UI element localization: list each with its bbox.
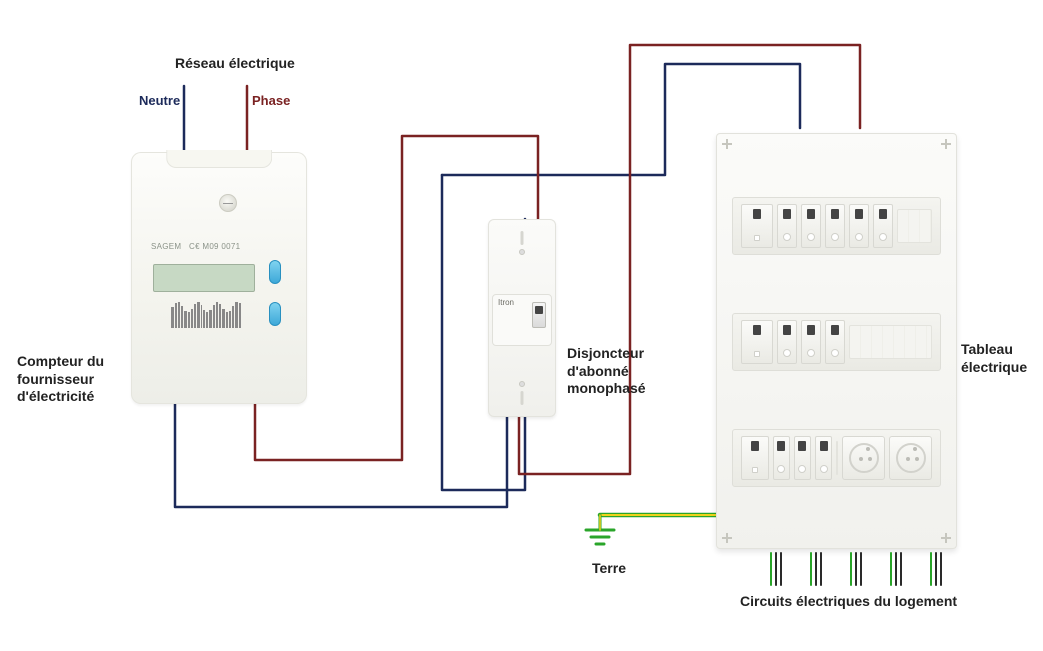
differential-breaker-module	[741, 436, 769, 480]
meter-button-2	[269, 302, 281, 326]
meter-button-1	[269, 260, 281, 284]
breaker-slot-icon	[521, 391, 524, 405]
circuit-breaker-module	[815, 436, 832, 480]
circuit-breaker-module	[825, 320, 845, 364]
circuit-wire-triplet	[810, 552, 824, 586]
circuit-wire-triplet	[850, 552, 864, 586]
circuit-breaker-module	[773, 436, 790, 480]
differential-breaker-module	[741, 204, 773, 248]
main-breaker: Itron	[488, 219, 556, 417]
differential-breaker-module	[741, 320, 773, 364]
circuit-breaker-module	[777, 320, 797, 364]
circuit-wire-triplet	[890, 552, 904, 586]
empty-rail-slots	[836, 441, 838, 475]
label-tableau: Tableau électrique	[961, 341, 1041, 376]
label-terre: Terre	[592, 560, 626, 578]
breaker-dot-icon	[519, 381, 525, 387]
power-outlet-icon	[889, 436, 932, 480]
label-disjoncteur: Disjoncteur d'abonné monophasé	[567, 345, 682, 398]
distribution-panel	[716, 133, 957, 549]
meter-lcd-display	[153, 264, 255, 292]
breaker-slot-icon	[521, 231, 524, 245]
label-phase: Phase	[252, 93, 290, 109]
wire-neutre	[175, 404, 507, 507]
breaker-switch-icon	[532, 302, 546, 328]
label-circuits: Circuits électriques du logement	[740, 593, 1000, 611]
panel-rail	[732, 313, 941, 371]
empty-rail-slots	[897, 209, 932, 243]
circuit-wire-triplet	[930, 552, 944, 586]
empty-rail-slots	[849, 325, 932, 359]
label-compteur: Compteur du fournisseur d'électricité	[17, 353, 127, 406]
meter-barcode-icon	[171, 302, 241, 328]
breaker-brand-text: Itron	[498, 298, 514, 307]
breaker-dot-icon	[519, 249, 525, 255]
panel-rail	[732, 429, 941, 487]
meter-ce-text: C€ M09 0071	[189, 242, 240, 251]
circuit-breaker-module	[849, 204, 869, 248]
label-neutre: Neutre	[139, 93, 180, 109]
panel-screw-icon	[941, 533, 951, 543]
panel-screw-icon	[722, 533, 732, 543]
meter-brand-text: SAGEM	[151, 242, 181, 251]
label-reseau: Réseau électrique	[175, 55, 335, 73]
circuit-breaker-module	[801, 320, 821, 364]
circuit-breaker-module	[873, 204, 893, 248]
panel-screw-icon	[941, 139, 951, 149]
circuit-breaker-module	[777, 204, 797, 248]
panel-screw-icon	[722, 139, 732, 149]
circuit-breaker-module	[794, 436, 811, 480]
circuit-wire-triplet	[770, 552, 784, 586]
panel-rail	[732, 197, 941, 255]
meter-screw-icon	[219, 194, 237, 212]
circuit-breaker-module	[825, 204, 845, 248]
circuit-breaker-module	[801, 204, 821, 248]
electricity-meter: SAGEM C€ M09 0071	[131, 152, 307, 404]
power-outlet-icon	[842, 436, 885, 480]
